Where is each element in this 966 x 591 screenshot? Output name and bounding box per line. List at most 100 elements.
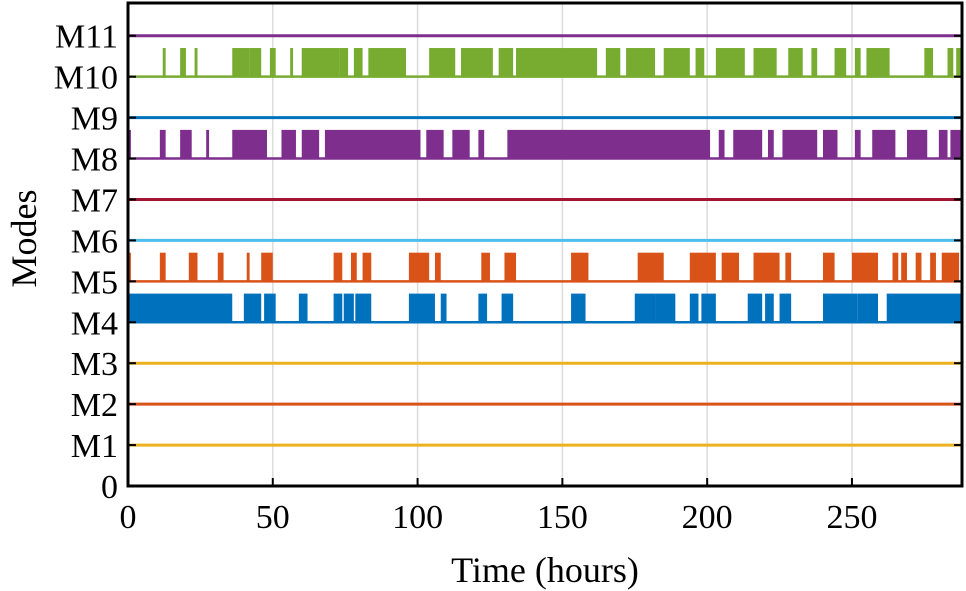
y-tick-label: M1 xyxy=(71,428,118,465)
series-active-block xyxy=(718,129,725,159)
series-active-block xyxy=(180,48,186,77)
series-active-block xyxy=(478,293,488,323)
series-active-block xyxy=(333,293,343,323)
series-active-block xyxy=(930,252,936,282)
series-active-block xyxy=(892,252,899,282)
series-active-block xyxy=(886,293,962,323)
series-active-block xyxy=(507,129,711,159)
series-active-block xyxy=(301,48,340,77)
series-active-block xyxy=(854,48,861,77)
series-m10 xyxy=(128,48,962,78)
series-active-block xyxy=(188,252,198,282)
y-tick-label: M3 xyxy=(71,346,118,383)
series-active-block xyxy=(823,252,835,282)
series-active-block xyxy=(626,48,656,77)
y-tick-label: M6 xyxy=(71,223,118,260)
series-active-block xyxy=(721,252,740,282)
series-active-block xyxy=(434,252,441,282)
series-active-block xyxy=(715,48,745,77)
series-active-block xyxy=(481,252,490,282)
series-active-block xyxy=(516,48,598,77)
series-active-block xyxy=(355,293,372,323)
series-active-block xyxy=(753,252,780,282)
series-active-block xyxy=(301,129,320,159)
series-active-block xyxy=(851,252,879,282)
plot-frame xyxy=(126,1,964,488)
y-tick-label: M4 xyxy=(71,305,118,342)
series-active-block xyxy=(956,48,962,77)
series-active-block xyxy=(779,293,792,323)
series-active-block xyxy=(663,48,690,77)
series-active-block xyxy=(180,129,192,159)
series-active-block xyxy=(159,252,166,282)
series-active-block xyxy=(269,48,276,77)
series-active-block xyxy=(159,129,166,159)
series-active-block xyxy=(339,48,349,77)
series-active-block xyxy=(733,129,763,159)
series-active-block xyxy=(246,252,250,282)
series-active-block xyxy=(461,48,493,77)
series-active-block xyxy=(501,293,514,323)
series-active-block xyxy=(440,293,447,323)
series-group xyxy=(128,34,962,447)
series-active-block xyxy=(504,252,517,282)
series-active-block xyxy=(350,252,357,282)
series-active-block xyxy=(938,129,948,159)
series-active-block xyxy=(765,293,774,323)
y-tick-label: M9 xyxy=(71,101,118,138)
y-tick-label: M8 xyxy=(71,142,118,179)
series-active-block xyxy=(243,293,262,323)
series-active-block xyxy=(426,129,444,159)
x-tick-label: 0 xyxy=(120,499,137,536)
series-active-block xyxy=(249,48,262,77)
series-active-block xyxy=(941,252,960,282)
series-active-block xyxy=(162,48,166,77)
y-tick-label: M5 xyxy=(71,264,118,301)
series-active-block xyxy=(950,129,962,159)
series-m4 xyxy=(128,293,962,324)
series-active-block xyxy=(343,293,354,323)
series-active-block xyxy=(753,48,777,77)
series-active-block xyxy=(128,293,233,323)
series-active-block xyxy=(906,129,928,159)
series-active-block xyxy=(901,252,907,282)
series-active-block xyxy=(834,48,847,77)
series-active-block xyxy=(571,293,586,323)
series-active-block xyxy=(767,129,774,159)
y-tick-label: 0 xyxy=(101,469,118,506)
series-active-block xyxy=(854,129,861,159)
series-active-block xyxy=(915,252,922,282)
series-active-block xyxy=(206,129,210,159)
series-active-block xyxy=(452,129,470,159)
series-active-block xyxy=(701,293,716,323)
series-active-block xyxy=(194,48,198,77)
series-active-block xyxy=(823,129,838,159)
series-active-block xyxy=(264,293,276,323)
series-active-block xyxy=(408,252,430,282)
series-active-block xyxy=(217,252,224,282)
series-active-block xyxy=(498,48,514,77)
series-active-block xyxy=(811,48,818,77)
series-active-block xyxy=(823,293,858,323)
series-active-block xyxy=(333,252,343,282)
series-active-block xyxy=(689,252,716,282)
y-axis-title: Modes xyxy=(4,190,44,288)
series-active-block xyxy=(408,293,435,323)
y-tick-label: M11 xyxy=(55,19,118,56)
y-tick-label: M10 xyxy=(54,60,118,97)
x-axis-title: Time (hours) xyxy=(451,550,639,590)
x-tick-label: 50 xyxy=(256,499,290,536)
series-active-block xyxy=(605,48,621,77)
series-active-block xyxy=(232,129,267,159)
series-active-block xyxy=(637,252,664,282)
series-active-block xyxy=(872,129,896,159)
series-active-block xyxy=(429,48,456,77)
x-tick-labels: 0 50 100 150 200 250 xyxy=(120,499,878,536)
series-active-block xyxy=(785,252,792,282)
y-tick-label: M2 xyxy=(71,387,118,424)
x-tick-label: 100 xyxy=(392,499,443,536)
series-active-block xyxy=(353,48,363,77)
series-active-block xyxy=(695,48,705,77)
